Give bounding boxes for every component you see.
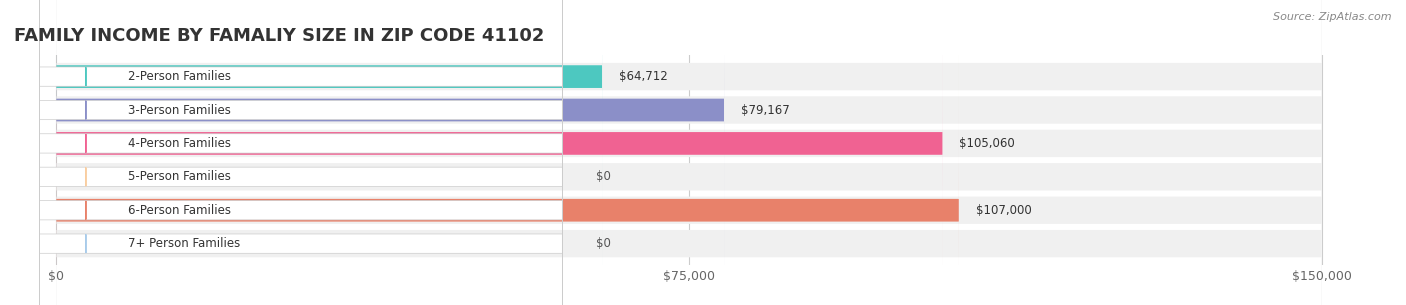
Text: Source: ZipAtlas.com: Source: ZipAtlas.com — [1274, 12, 1392, 22]
Text: $107,000: $107,000 — [976, 204, 1032, 217]
Text: $0: $0 — [596, 237, 612, 250]
FancyBboxPatch shape — [39, 0, 562, 305]
Text: 3-Person Families: 3-Person Families — [128, 103, 231, 117]
Text: FAMILY INCOME BY FAMALIY SIZE IN ZIP CODE 41102: FAMILY INCOME BY FAMALIY SIZE IN ZIP COD… — [14, 27, 544, 45]
FancyBboxPatch shape — [56, 0, 942, 305]
FancyBboxPatch shape — [39, 0, 562, 305]
Text: 4-Person Families: 4-Person Families — [128, 137, 231, 150]
FancyBboxPatch shape — [56, 0, 1322, 305]
FancyBboxPatch shape — [56, 0, 959, 305]
FancyBboxPatch shape — [56, 0, 1322, 305]
FancyBboxPatch shape — [39, 0, 562, 301]
FancyBboxPatch shape — [56, 0, 602, 299]
FancyBboxPatch shape — [39, 0, 562, 305]
Text: $0: $0 — [596, 170, 612, 183]
Text: 6-Person Families: 6-Person Families — [128, 204, 231, 217]
Text: $79,167: $79,167 — [741, 103, 790, 117]
FancyBboxPatch shape — [39, 20, 562, 305]
Text: 2-Person Families: 2-Person Families — [128, 70, 231, 83]
FancyBboxPatch shape — [56, 0, 724, 305]
FancyBboxPatch shape — [56, 0, 1322, 305]
Text: 5-Person Families: 5-Person Families — [128, 170, 231, 183]
Text: 7+ Person Families: 7+ Person Families — [128, 237, 240, 250]
FancyBboxPatch shape — [56, 0, 1322, 305]
FancyBboxPatch shape — [39, 0, 562, 305]
FancyBboxPatch shape — [56, 0, 1322, 305]
Text: $105,060: $105,060 — [959, 137, 1015, 150]
Text: $64,712: $64,712 — [619, 70, 668, 83]
FancyBboxPatch shape — [56, 0, 1322, 305]
